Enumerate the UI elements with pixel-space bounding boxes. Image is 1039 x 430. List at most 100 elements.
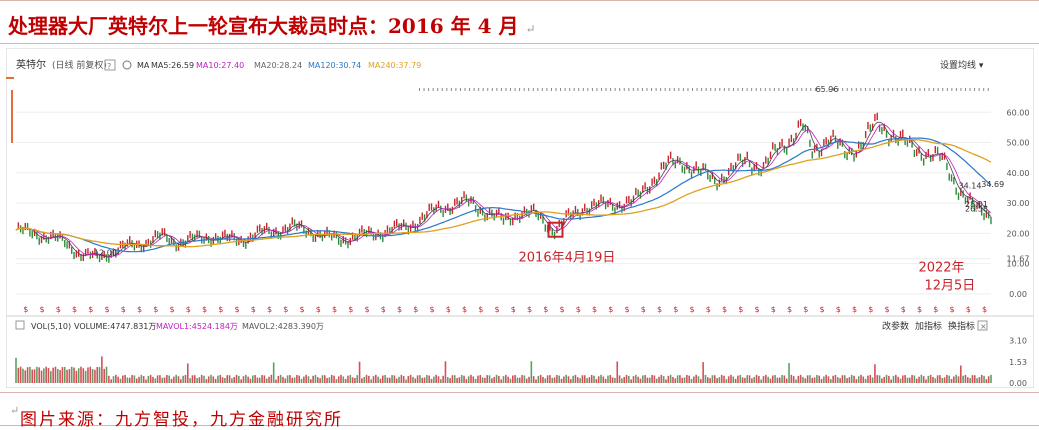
volume-bar <box>337 376 340 383</box>
event-marker <box>746 88 748 91</box>
value-label: 34.14 <box>959 182 982 191</box>
dividend-marker: $ <box>169 305 174 314</box>
event-marker <box>819 88 821 91</box>
volume-bar <box>869 374 872 383</box>
volume-bar <box>730 374 732 383</box>
volume-bar <box>61 367 64 383</box>
volume-bar <box>40 370 43 383</box>
volume-bar <box>811 377 814 383</box>
event-marker <box>769 88 771 91</box>
event-marker <box>728 88 730 91</box>
volume-bar <box>472 376 475 383</box>
volume-bar <box>635 374 637 383</box>
event-marker <box>810 88 812 91</box>
volume-bar <box>80 366 82 383</box>
volume-readout: VOLUME:4747.831万 <box>74 322 156 331</box>
volume-bar <box>781 375 783 383</box>
gear-icon[interactable] <box>122 60 132 70</box>
volume-bar <box>423 377 426 383</box>
volume-bar <box>611 377 614 383</box>
volume-bar <box>581 375 584 383</box>
event-marker <box>719 88 721 91</box>
volume-bar <box>888 375 890 383</box>
volume-bar <box>681 377 684 383</box>
volume-bar <box>101 356 103 383</box>
switch-indicator-button[interactable]: 换指标 <box>948 320 975 332</box>
volume-tick-label: 1.53 <box>1009 358 1027 367</box>
change-params-button[interactable]: 改参数 <box>882 320 909 332</box>
event-marker <box>705 88 707 91</box>
volume-bar <box>941 377 944 383</box>
volume-bar <box>505 374 507 383</box>
volume-bar <box>177 376 180 383</box>
volume-bar <box>59 370 61 383</box>
event-marker <box>792 88 794 91</box>
stock-chart: 英特尔 (日线 前复权) ? MA MA5:26.59 MA10:27.40 M… <box>5 47 1035 389</box>
volume-bar <box>823 376 825 383</box>
volume-bar <box>117 376 119 383</box>
dividend-marker: $ <box>299 305 304 314</box>
volume-bar <box>713 375 716 383</box>
volume-bar <box>990 374 992 383</box>
volume-bar <box>744 377 746 383</box>
volume-bar <box>690 378 693 383</box>
volume-bar <box>377 376 379 383</box>
add-indicator-button[interactable]: 加指标 <box>915 320 942 332</box>
volume-bar <box>546 375 549 383</box>
ma-settings-button[interactable]: 设置均线 ▾ <box>940 59 984 71</box>
volume-bar <box>785 378 788 383</box>
dividend-marker: $ <box>137 305 142 314</box>
volume-bar <box>47 368 50 383</box>
volume-bar <box>395 378 398 383</box>
annotation-marker <box>547 221 564 238</box>
volume-bar <box>846 378 848 383</box>
volume-bar <box>841 375 844 383</box>
volume-bar <box>358 361 361 383</box>
volume-bar <box>597 376 600 383</box>
volume-bar <box>488 375 491 383</box>
volume-bar <box>175 374 177 383</box>
close-icon[interactable] <box>977 320 988 331</box>
volume-bar <box>393 375 396 383</box>
volume-bar <box>205 379 208 383</box>
volume-bar <box>776 377 779 383</box>
dividend-marker: $ <box>559 305 564 314</box>
event-marker <box>573 88 575 91</box>
volume-bar <box>381 375 384 383</box>
volume-bar <box>275 379 277 383</box>
volume-bar <box>530 361 533 383</box>
volume-bar <box>363 376 366 383</box>
help-icon[interactable] <box>104 59 116 71</box>
volume-bar <box>56 368 59 383</box>
chart-svg: 英特尔 (日线 前复权) ? MA MA5:26.59 MA10:27.40 M… <box>5 47 1035 389</box>
volume-bar <box>790 374 793 383</box>
volume-bar <box>159 375 161 383</box>
help-icon-vol[interactable] <box>15 320 25 330</box>
volume-bar <box>641 375 644 383</box>
volume-bar <box>405 379 407 383</box>
volume-bar <box>583 375 586 383</box>
volume-bar <box>217 375 219 383</box>
volume-bar <box>298 375 301 383</box>
y-tick-label: 60.00 <box>1007 108 1030 117</box>
volume-bar <box>953 376 955 383</box>
price-lines <box>15 112 992 263</box>
volume-bar <box>140 374 143 383</box>
volume-bar <box>646 377 649 383</box>
volume-bar <box>795 379 797 383</box>
volume-bar <box>372 376 375 383</box>
ma120-line <box>15 137 992 253</box>
event-marker <box>655 88 657 91</box>
volume-axis-ticks: 0.00 1.53 3.10 <box>1009 337 1027 388</box>
mavol2-readout: MAVOL2:4283.390万 <box>242 322 324 331</box>
event-marker <box>464 88 466 91</box>
volume-bar <box>939 375 941 383</box>
ma120-readout: MA120:30.74 <box>308 61 361 70</box>
volume-bar <box>474 378 477 383</box>
event-marker <box>737 88 739 91</box>
volume-bar <box>354 377 356 383</box>
dividend-marker: $ <box>982 305 987 314</box>
volume-bar <box>254 375 256 383</box>
dividend-marker: $ <box>608 305 613 314</box>
volume-bar <box>936 375 939 383</box>
